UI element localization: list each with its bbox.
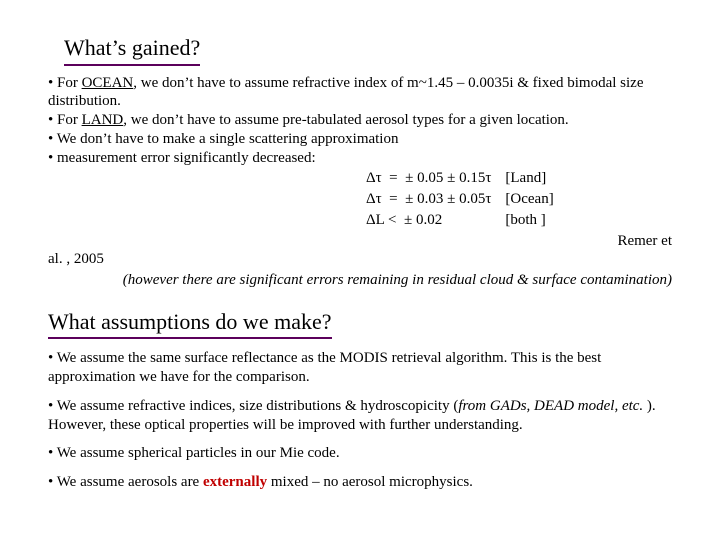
externally-word: externally (203, 474, 267, 490)
bullet-ocean: • For OCEAN, we don’t have to assume ref… (48, 74, 672, 112)
gained-block: • For OCEAN, we don’t have to assume ref… (48, 74, 672, 168)
heading-gained: What’s gained? (64, 34, 200, 66)
err-land-delta: Δτ = ± 0.05 ± 0.15τ (360, 169, 497, 188)
error-table: Δτ = ± 0.05 ± 0.15τ [Land] Δτ = ± 0.03 ±… (358, 167, 562, 231)
err-ocean-delta: Δτ = ± 0.03 ± 0.05τ (360, 190, 497, 209)
citation-row: Remer et al. , 2005 (48, 232, 672, 270)
table-row: ΔL < ± 0.02 [both ] (360, 211, 560, 230)
bullet-meas-error: • measurement error significantly decrea… (48, 149, 672, 168)
italic-source: from GADs, DEAD model, etc. (458, 398, 643, 414)
heading-underline (64, 64, 200, 66)
bullet-single-scatter: • We don’t have to make a single scatter… (48, 130, 672, 149)
bullet-text: • For (48, 112, 82, 128)
assumption-spherical: • We assume spherical particles in our M… (48, 444, 672, 463)
heading-underline (48, 337, 332, 339)
residual-note: (however there are significant errors re… (48, 271, 672, 290)
table-row: Δτ = ± 0.03 ± 0.05τ [Ocean] (360, 190, 560, 209)
bullet-text: , we don’t have to assume pre-tabulated … (123, 112, 568, 128)
land-word: LAND (82, 112, 124, 128)
slide: What’s gained? • For OCEAN, we don’t hav… (0, 0, 720, 526)
assumption-external: • We assume aerosols are externally mixe… (48, 473, 672, 492)
bullet-text: • We assume aerosols are (48, 474, 203, 490)
citation-right: Remer et (48, 232, 672, 251)
heading-gained-text: What’s gained? (64, 34, 200, 62)
err-both-label: [both ] (499, 211, 559, 230)
assumption-surface: • We assume the same surface reflectance… (48, 349, 672, 387)
table-row: Δτ = ± 0.05 ± 0.15τ [Land] (360, 169, 560, 188)
bullet-text: • For (48, 75, 82, 91)
assumption-refractive: • We assume refractive indices, size dis… (48, 397, 672, 435)
ocean-word: OCEAN (82, 75, 134, 91)
citation-left: al. , 2005 (48, 250, 672, 269)
bullet-land: • For LAND, we don’t have to assume pre-… (48, 111, 672, 130)
err-ocean-label: [Ocean] (499, 190, 559, 209)
heading-assumptions-text: What assumptions do we make? (48, 308, 332, 336)
err-land-label: [Land] (499, 169, 559, 188)
err-both-delta: ΔL < ± 0.02 (360, 211, 497, 230)
bullet-text: • We assume refractive indices, size dis… (48, 398, 458, 414)
heading-assumptions: What assumptions do we make? (48, 308, 332, 340)
bullet-text: mixed – no aerosol microphysics. (267, 474, 473, 490)
bullet-text: , we don’t have to assume refractive ind… (48, 75, 643, 110)
